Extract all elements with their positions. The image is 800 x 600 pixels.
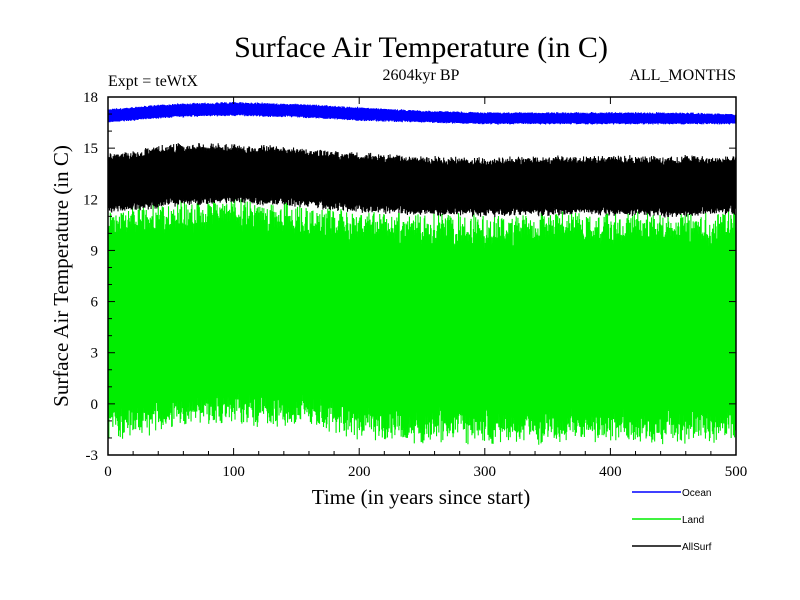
series-land-line [107,196,737,445]
plot-frame [107,96,737,456]
series-allsurf-line [107,143,737,218]
legend-label-allsurf: AllSurf [682,542,712,553]
months-label: ALL_MONTHS [629,67,736,84]
axis-ticks: 0 100 200 300 400 500 -3 0 3 6 9 12 15 18 [83,90,747,480]
y-tick-label: 0 [91,397,99,413]
expt-label: Expt = teWtX [108,73,198,90]
series-ocean-line [107,102,737,125]
legend-label-land: Land [682,515,704,526]
x-tick-label: 0 [104,464,112,480]
legend-label-ocean: Ocean [682,488,711,499]
legend: Ocean Land AllSurf [632,488,712,553]
x-tick-label: 300 [474,464,497,480]
y-tick-label: 6 [91,295,99,311]
chart-title: Surface Air Temperature (in C) [234,31,608,64]
x-axis-label: Time (in years since start) [312,485,531,509]
y-tick-label: -3 [86,448,99,464]
y-tick-label: 18 [83,90,98,106]
y-tick-label: 3 [91,346,99,362]
y-tick-label: 15 [83,141,98,157]
chart-subtitle: 2604kyr BP [383,67,460,84]
plot-area [107,102,737,445]
x-tick-label: 200 [348,464,371,480]
y-tick-label: 12 [83,192,98,208]
x-tick-label: 500 [725,464,748,480]
x-tick-label: 100 [222,464,245,480]
y-tick-label: 9 [91,243,99,259]
x-tick-label: 400 [599,464,622,480]
y-axis-label: Surface Air Temperature (in C) [49,145,73,407]
